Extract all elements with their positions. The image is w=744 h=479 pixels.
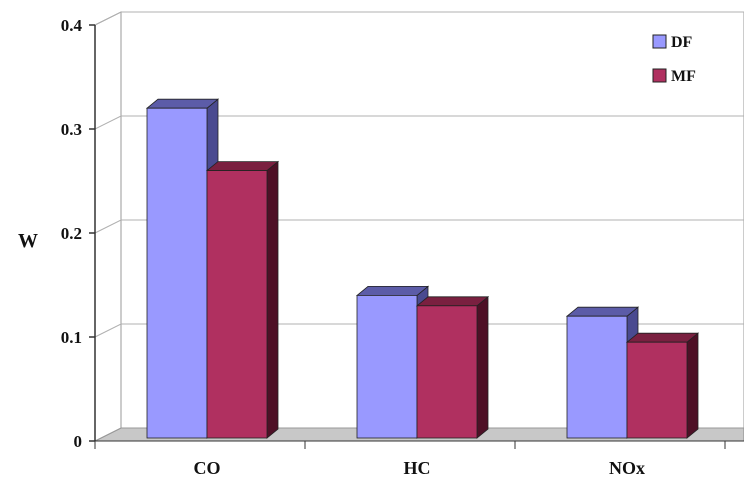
legend: DF MF <box>652 34 696 85</box>
bar-top-mf <box>625 332 700 343</box>
bar-mf-co <box>206 170 268 439</box>
x-tick-label: CO <box>194 458 221 478</box>
y-tick-label: 0.1 <box>61 328 82 347</box>
bar-top-df <box>355 285 430 296</box>
bar-top-df <box>565 306 640 317</box>
bar-side-mf <box>266 160 279 439</box>
y-tick-label: 0.4 <box>61 16 83 35</box>
gridline <box>94 115 744 130</box>
legend-label-df: DF <box>671 34 693 51</box>
y-tick-label: 0.2 <box>61 224 82 243</box>
legend-swatch-mf <box>652 68 667 83</box>
bar-top-mf <box>205 161 280 172</box>
bar-top-df <box>145 98 220 109</box>
y-axis-title: W <box>18 230 38 252</box>
gridline <box>94 219 744 234</box>
gridline <box>94 11 744 26</box>
bar-df-co <box>146 107 208 439</box>
x-tick-label: NOx <box>609 458 645 478</box>
legend-swatch-df <box>652 34 667 49</box>
bar-top-mf <box>415 296 490 307</box>
gridlines <box>89 11 744 442</box>
x-tick-labels: CO HC NOx <box>94 441 726 478</box>
y-tick-labels: 0 0.1 0.2 0.3 0.4 <box>61 16 83 451</box>
bar-side-mf <box>686 332 699 439</box>
bar-series <box>145 98 700 439</box>
y-tick-label: 0 <box>74 432 83 451</box>
y-tick-label: 0.3 <box>61 120 82 139</box>
x-tick-label: HC <box>404 458 431 478</box>
bar-df-nox <box>566 315 628 439</box>
gridline <box>94 323 744 338</box>
y-axis <box>94 25 744 442</box>
bar-mf-hc <box>416 305 478 439</box>
bar-mf-nox <box>626 341 688 439</box>
bar-df-hc <box>356 294 418 439</box>
bar-side-mf <box>476 295 489 439</box>
legend-label-mf: MF <box>671 68 696 85</box>
